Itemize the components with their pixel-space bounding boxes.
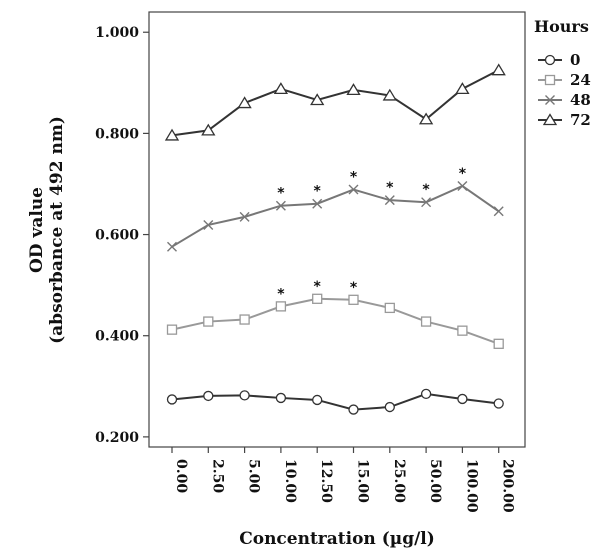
significance-marker: *	[350, 280, 358, 296]
data-point-triangle	[491, 63, 506, 76]
data-point-x	[457, 181, 468, 191]
data-point-square	[203, 316, 214, 327]
legend-item: 0	[538, 51, 580, 69]
data-point-circle	[166, 394, 178, 405]
data-point-circle	[275, 392, 287, 404]
data-point-square	[312, 293, 323, 304]
legend-item: 72	[538, 111, 591, 129]
data-point-square	[457, 325, 468, 336]
plot-frame	[148, 11, 526, 448]
data-point-circle	[203, 390, 214, 402]
x-tick-label: 100.00	[463, 459, 479, 513]
series-72	[164, 63, 506, 141]
data-point-triangle	[273, 82, 289, 95]
data-point-x	[239, 211, 250, 222]
data-point-x	[421, 197, 432, 208]
y-tick-label: 1.000	[95, 25, 139, 41]
y-tick-label: 0.400	[95, 329, 139, 345]
legend-label: 24	[570, 71, 591, 89]
x-axis-title: Concentration (µg/l)	[239, 529, 435, 549]
series-48	[167, 181, 504, 252]
data-point-triangle	[542, 113, 558, 126]
series-line	[171, 184, 500, 248]
significance-marker: *	[422, 182, 430, 198]
data-point-triangle	[310, 93, 325, 106]
significance-marker: *	[314, 279, 322, 295]
annotation-layer: * * * * * * * * *	[277, 166, 467, 302]
significance-marker: *	[350, 170, 358, 186]
legend-title: Hours	[534, 17, 589, 36]
significance-marker: *	[386, 180, 394, 196]
data-point-x	[348, 184, 359, 195]
data-point-square	[348, 294, 359, 305]
data-point-triangle	[455, 82, 470, 95]
data-point-triangle	[237, 96, 252, 109]
data-point-square	[166, 324, 178, 335]
y-axis-title-line1: OD value	[27, 187, 47, 273]
data-point-triangle	[346, 83, 361, 96]
y-tick-label: 0.200	[95, 430, 139, 446]
data-point-square	[384, 302, 395, 314]
series-24	[166, 293, 504, 349]
data-point-circle	[493, 398, 504, 409]
significance-marker: *	[459, 166, 467, 182]
y-tick-label: 0.600	[95, 228, 139, 244]
legend-item: 24	[538, 71, 591, 89]
data-point-triangle	[418, 112, 434, 125]
data-point-circle	[348, 404, 359, 415]
data-point-x	[167, 241, 177, 252]
data-point-square	[420, 316, 432, 327]
x-tick-label: 15.00	[355, 459, 371, 503]
x-tick-label: 5.00	[246, 459, 262, 493]
data-point-circle	[544, 54, 556, 66]
y-axis-title-group: OD value (absorbance at 492 nm)	[27, 116, 67, 344]
data-point-x	[545, 95, 555, 105]
x-tick-label: 0.00	[173, 459, 189, 493]
significance-marker: *	[277, 186, 285, 202]
x-tick-label: 12.50	[318, 459, 334, 503]
series-line	[171, 392, 499, 411]
series-0	[166, 388, 504, 415]
data-point-triangle	[201, 123, 216, 136]
data-point-triangle	[164, 128, 180, 141]
data-point-circle	[384, 401, 395, 413]
data-point-circle	[239, 390, 250, 401]
x-tick-label: 50.00	[427, 459, 443, 503]
legend-label: 48	[570, 91, 591, 109]
data-point-circle	[312, 394, 323, 406]
series-line	[171, 297, 500, 345]
series-layer	[164, 63, 506, 415]
data-point-x	[493, 206, 504, 217]
x-tick-label: 25.00	[391, 459, 407, 503]
data-point-x	[312, 198, 323, 209]
data-point-x	[384, 195, 395, 206]
x-tick-label: 200.00	[500, 459, 516, 513]
y-axis-title-line2: (absorbance at 492 nm)	[47, 116, 67, 344]
legend-item: 48	[538, 91, 591, 109]
y-axis: 0.200 0.400 0.600 0.800 1.000	[95, 25, 149, 446]
data-point-circle	[420, 388, 432, 400]
data-point-square	[275, 301, 287, 312]
x-tick-label: 10.00	[282, 459, 298, 503]
data-point-triangle	[382, 88, 397, 101]
data-point-x	[203, 219, 214, 230]
legend: Hours 0 24 48 72	[534, 17, 591, 129]
data-point-square	[493, 338, 504, 349]
x-axis: 0.00 2.50 5.00 10.00 12.50 15.00 25.00 50.00 100…	[171, 447, 516, 513]
y-tick-label: 0.800	[95, 126, 139, 142]
x-tick-label: 2.50	[209, 459, 225, 493]
legend-label: 0	[570, 51, 580, 69]
data-point-square	[239, 314, 250, 325]
data-point-circle	[457, 393, 468, 405]
data-point-square	[544, 74, 556, 86]
legend-label: 72	[570, 111, 591, 129]
significance-marker: *	[277, 286, 285, 302]
data-point-x	[275, 200, 286, 211]
significance-marker: *	[314, 184, 322, 200]
series-line	[171, 69, 500, 137]
